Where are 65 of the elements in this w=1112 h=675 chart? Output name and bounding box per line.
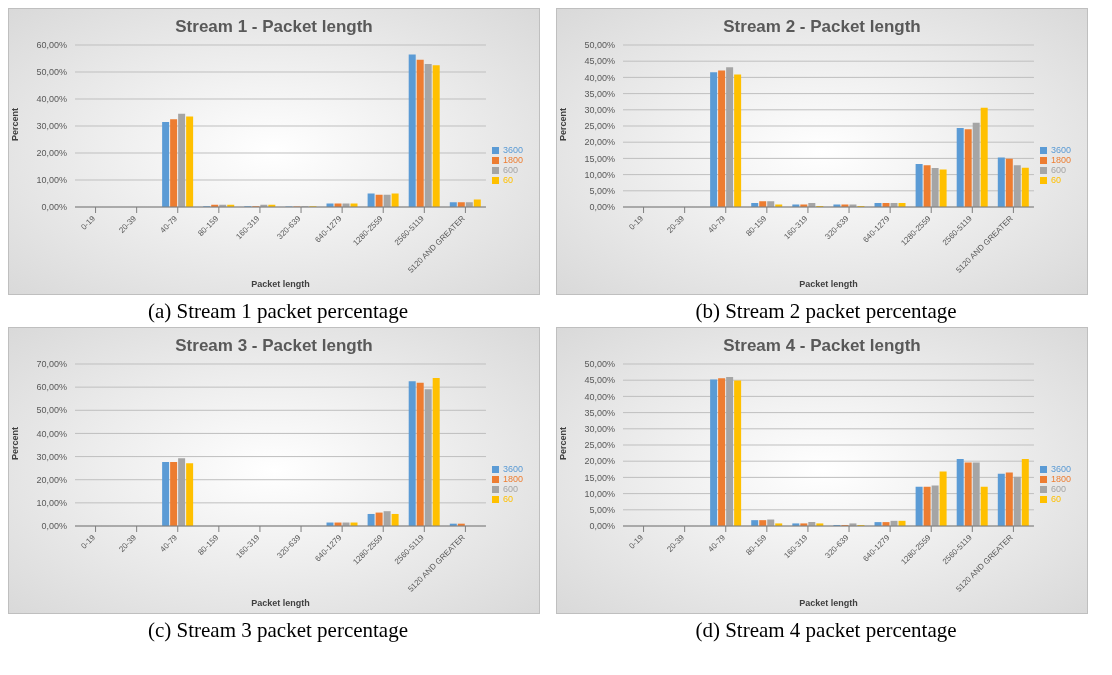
- y-tick-label: 50,00%: [584, 40, 615, 51]
- legend-label: 1800: [1050, 155, 1071, 165]
- legend-label: 3600: [1050, 145, 1071, 155]
- text: (a) Stream 1 packet percentage: [147, 298, 409, 325]
- legend-label: 1800: [502, 155, 523, 165]
- y-tick-label: 15,00%: [584, 472, 615, 483]
- y-tick-label: 60,00%: [36, 40, 67, 51]
- x-axis-title: Packet length: [799, 598, 858, 608]
- y-tick-label: 10,00%: [36, 498, 67, 509]
- legend-label: 60: [1050, 494, 1061, 504]
- y-tick-label: 30,00%: [584, 423, 615, 434]
- y-tick-label: 20,00%: [36, 474, 67, 485]
- y-tick-label: 0,00%: [41, 521, 67, 532]
- y-tick-label: 50,00%: [36, 405, 67, 416]
- legend-label: 60: [502, 175, 513, 185]
- y-axis-title: Percent: [558, 107, 569, 141]
- y-tick-label: 70,00%: [36, 359, 67, 370]
- y-tick-label: 30,00%: [584, 105, 615, 115]
- legend-label: 3600: [502, 464, 523, 474]
- y-tick-label: 0,00%: [589, 521, 615, 532]
- y-tick-label: 60,00%: [36, 382, 67, 393]
- y-tick-label: 35,00%: [584, 88, 615, 99]
- y-tick-label: 25,00%: [584, 440, 615, 451]
- y-tick-label: 5,00%: [589, 504, 615, 515]
- chart-title: Stream 4 - Packet length: [722, 335, 922, 357]
- y-tick-label: 20,00%: [584, 456, 615, 467]
- y-axis-title: Percent: [10, 107, 21, 141]
- y-tick-label: 15,00%: [584, 153, 615, 164]
- y-tick-label: 20,00%: [36, 148, 67, 159]
- chart-title: Stream 3 - Packet length: [174, 335, 374, 357]
- text: (c) Stream 3 packet percentage: [147, 617, 409, 644]
- legend-label: 1800: [1050, 474, 1071, 484]
- y-tick-label: 0,00%: [589, 202, 615, 213]
- y-tick-label: 40,00%: [584, 391, 615, 402]
- legend-label: 3600: [1050, 464, 1071, 474]
- text: (d) Stream 4 packet percentage: [694, 617, 958, 644]
- legend-label: 60: [1050, 175, 1061, 185]
- legend-label: 3600: [502, 145, 523, 155]
- y-tick-label: 5,00%: [589, 186, 615, 196]
- x-axis-title: Packet length: [799, 279, 858, 289]
- y-tick-label: 25,00%: [584, 121, 615, 132]
- y-tick-label: 50,00%: [36, 67, 67, 78]
- y-tick-label: 10,00%: [584, 488, 615, 499]
- x-axis-title: Packet length: [251, 598, 310, 608]
- y-tick-label: 40,00%: [584, 72, 615, 83]
- chart-title: Stream 1 - Packet length: [174, 16, 374, 38]
- y-tick-label: 45,00%: [584, 56, 615, 67]
- chart-title: Stream 2 - Packet length: [722, 16, 922, 38]
- y-axis-title: Percent: [558, 426, 569, 460]
- y-tick-label: 20,00%: [584, 137, 615, 148]
- text: (b) Stream 2 packet percentage: [694, 298, 958, 325]
- y-tick-label: 0,00%: [41, 202, 67, 213]
- y-tick-label: 30,00%: [36, 451, 67, 462]
- y-tick-label: 40,00%: [36, 428, 67, 439]
- y-tick-label: 30,00%: [36, 121, 67, 132]
- x-axis-title: Packet length: [251, 279, 310, 289]
- y-tick-label: 10,00%: [584, 169, 615, 180]
- legend-label: 1800: [502, 474, 523, 484]
- y-tick-label: 35,00%: [584, 407, 615, 418]
- y-tick-label: 50,00%: [584, 359, 615, 370]
- y-axis-title: Percent: [10, 426, 21, 460]
- y-tick-label: 40,00%: [36, 94, 67, 105]
- y-tick-label: 45,00%: [584, 375, 615, 386]
- legend-label: 60: [502, 494, 513, 504]
- y-tick-label: 10,00%: [36, 175, 67, 186]
